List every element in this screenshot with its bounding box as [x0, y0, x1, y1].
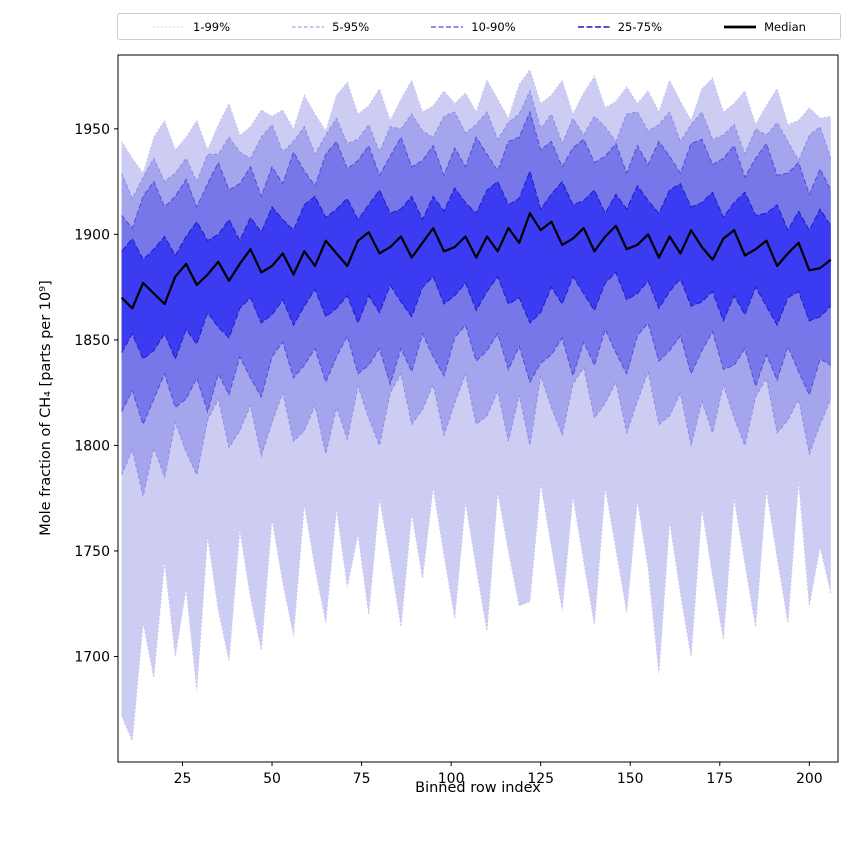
x-tick-label: 100	[438, 771, 465, 787]
band-edge-10-90%	[121, 321, 832, 426]
x-tick-label: 200	[796, 771, 823, 787]
y-tick-label: 1800	[74, 438, 110, 454]
legend-line-sample	[431, 25, 464, 28]
legend-item-label: 25-75%	[617, 19, 663, 34]
plot-frame	[117, 54, 839, 763]
x-tick-label: 75	[353, 771, 371, 787]
y-tick-label: 1900	[74, 227, 110, 243]
legend-item-25-75%: 25-75%	[577, 20, 662, 34]
band-edge-1-99%	[121, 481, 832, 742]
legend-item-Median: Median	[723, 20, 806, 34]
legend-item-label: 5-95%	[332, 19, 370, 34]
band-edge-25-75%	[121, 169, 832, 261]
median-line	[120, 212, 832, 310]
legend-line-sample	[577, 25, 610, 28]
x-axis-label: Binned row index	[415, 780, 541, 796]
band-edge-10-90%	[121, 110, 832, 230]
x-tick-label: 175	[706, 771, 733, 787]
legend-item-label: 1-99%	[193, 19, 231, 34]
legend-item-label: Median	[764, 19, 806, 34]
y-tick-label: 1850	[74, 333, 110, 349]
y-tick-label: 1750	[74, 544, 110, 560]
band-edge-5-95%	[121, 89, 832, 200]
x-tick-label: 150	[617, 771, 644, 787]
x-tick-label: 50	[263, 771, 281, 787]
legend-item-label: 10-90%	[471, 19, 516, 34]
legend-line-sample	[292, 26, 325, 27]
x-tick-label: 125	[527, 771, 554, 787]
legend-item-5-95%: 5-95%	[291, 20, 369, 34]
legend-line-sample	[724, 25, 757, 28]
y-tick-label: 1950	[74, 122, 110, 138]
band-edge-25-75%	[121, 271, 832, 361]
legend-item-1-99%: 1-99%	[152, 20, 230, 34]
legend-item-10-90%: 10-90%	[430, 19, 516, 34]
legend: 1-99% 5-95% 10-90% 25-75% Median	[117, 13, 841, 40]
y-axis-label: Mole fraction of CH₄ [parts per 10⁹]	[38, 280, 54, 536]
band-edge-1-99%	[121, 68, 831, 175]
x-tick-label: 25	[174, 771, 192, 787]
legend-line-sample	[153, 26, 185, 27]
y-tick-label: 1700	[74, 649, 110, 665]
